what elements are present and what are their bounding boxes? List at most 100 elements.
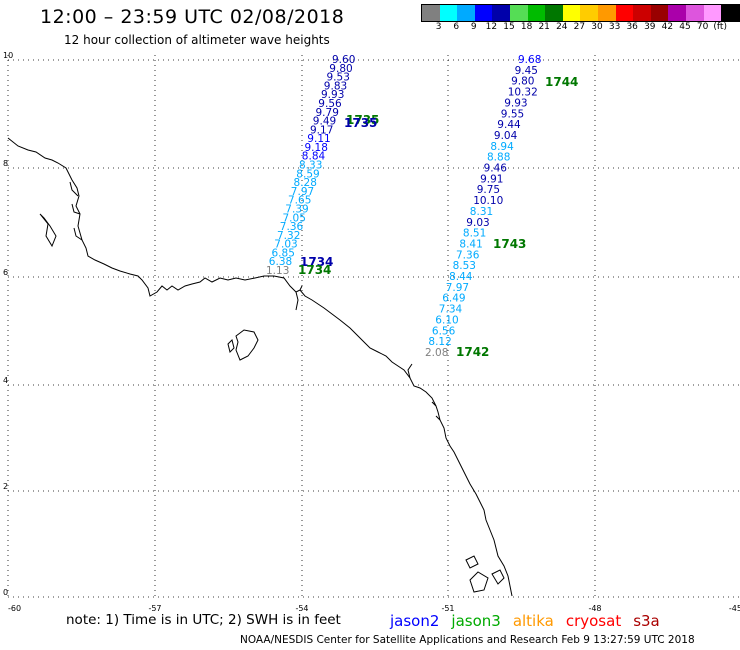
wave-height-value: 9.45 [515,65,538,77]
wave-height-value: 6.10 [435,314,458,326]
pass-label: 1735 [346,113,379,127]
legend-label: 27 [573,22,586,32]
legend-label: 18 [520,22,533,32]
legend-swatch [545,5,563,21]
wave-height-value: 8.51 [463,228,486,240]
delta-islands [465,555,505,593]
wave-height-value: 7.97 [291,186,314,198]
coastline-river [295,285,441,421]
wave-height-value: 9.80 [329,63,352,75]
x-tick-label: -48 [588,604,601,613]
wave-height-value: 8.53 [453,260,476,272]
wave-height-value: 9.80 [511,76,534,88]
legend-label: 3 [435,22,442,32]
satellite-name: altika [512,612,554,630]
wave-height-value: 8.28 [294,177,317,189]
legend-swatch [527,5,546,21]
wave-height-value: 6.56 [432,325,456,337]
x-tick-label: -60 [8,604,21,613]
legend-label: 21 [538,22,550,32]
legend-label: (ft) [713,22,727,32]
satellite-name: jason3 [451,612,501,630]
wave-height-value: 7.36 [456,249,480,261]
wave-height-value: 6.38 [269,256,292,268]
x-tick-label: -57 [148,604,161,613]
wave-height-value: 7.05 [283,212,306,224]
legend-label: 12 [485,22,498,32]
wave-height-value: 8.12 [428,336,451,348]
legend-label: 42 [661,22,674,32]
y-tick-label: 2 [3,482,8,491]
pass-label: 1735 [344,116,377,130]
x-tick-label: -54 [295,604,308,613]
legend-swatch [650,5,669,21]
wave-height-value: 7.36 [280,221,304,233]
wave-height-value: 9.91 [480,173,503,185]
wave-height-value: 8.41 [459,239,482,251]
wave-height-value: 9.68 [518,54,541,66]
island [235,329,259,361]
legend-label: 30 [591,22,603,32]
wave-height-value: 8.59 [296,168,319,180]
y-tick-label: 6 [3,268,8,277]
wave-height-value: 10.10 [473,195,503,207]
satellite-legend: jason2 jason3 altika cryosat s3a [390,612,672,630]
wave-height-value: 9.56 [318,98,342,110]
units-note: note: 1) Time is in UTC; 2) SWH is in fe… [66,612,341,628]
page-title: 12:00 – 23:59 UTC 02/08/2018 [40,6,345,28]
legend-label: 36 [626,22,638,32]
legend-label: 24 [556,22,568,32]
coastline-main [7,137,513,597]
y-tick-label: 0 [3,588,8,597]
color-legend-labels: 3 6 9 12 15 18 21 24 27 30 33 36 39 42 45 70 (ft) [421,22,740,34]
legend-label: 70 [696,22,709,32]
legend-label: 45 [679,22,691,32]
map-grid: -60 -57 -54 -51 -48 -45 0 2 4 6 8 10 [3,51,740,613]
wave-height-value: 9.79 [316,107,339,119]
altimeter-tracks: 9.609.809.539.839.939.569.799.499.179.11… [266,54,541,359]
wave-height-value: 7.32 [277,230,300,242]
wave-height-value: 7.39 [285,204,308,216]
color-legend [421,4,740,22]
wave-height-value: 9.93 [321,89,344,101]
legend-label: 33 [608,22,621,32]
wave-height-value: 8.33 [299,160,322,172]
legend-label: 15 [503,22,515,32]
wave-height-value: 7.34 [439,304,463,316]
pass-label: 1734 [298,263,331,277]
legend-label: 9 [470,22,477,32]
legend-swatch [703,5,722,21]
pass-label: 1742 [456,345,489,359]
wave-height-value: 9.83 [324,80,347,92]
legend-swatch [492,5,510,21]
x-tick-label: -45 [729,604,740,613]
wave-height-value: 8.44 [449,271,473,283]
legend-swatch [668,5,686,21]
wave-height-value: 7.97 [446,282,469,294]
legend-swatch [615,5,634,21]
legend-label: 39 [644,22,656,32]
legend-swatch [457,5,475,21]
legend-swatch [685,5,704,21]
legend-swatch [721,5,739,21]
legend-swatch [474,5,493,21]
wave-height-value: 9.60 [332,54,355,66]
wave-height-value: 8.31 [470,206,493,218]
wave-height-value: 9.55 [501,108,524,120]
pass-label: 1734 [300,255,333,269]
wave-height-value: 8.84 [302,151,326,163]
legend-swatch [562,5,581,21]
satellite-name: cryosat [565,612,622,630]
legend-swatch [597,5,616,21]
wave-height-value: 7.65 [288,195,311,207]
legend-swatch [580,5,598,21]
island-small [227,339,235,353]
footer-credit: NOAA/NESDIS Center for Satellite Applica… [240,634,695,646]
pass-label: 1744 [545,75,578,89]
satellite-name: s3a [633,612,660,630]
y-tick-label: 10 [3,51,13,60]
wave-height-value: 9.44 [497,119,521,131]
y-tick-label: 4 [3,376,8,385]
